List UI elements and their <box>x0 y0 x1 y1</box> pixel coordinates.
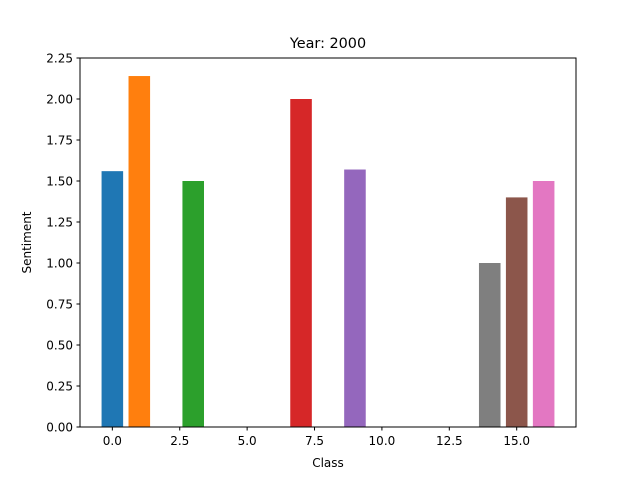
y-axis-label: Sentiment <box>20 211 34 273</box>
bar-7 <box>532 181 555 427</box>
bar-4 <box>344 169 366 427</box>
x-axis-ticks: 0.0 2.5 5.0 7.5 10.0 12.5 15.0 <box>103 427 530 448</box>
y-tick-label: 2.00 <box>46 92 73 106</box>
x-tick-label: 2.5 <box>170 434 189 448</box>
x-tick-label: 0.0 <box>103 434 122 448</box>
y-tick-label: 0.00 <box>46 420 73 434</box>
x-axis-label: Class <box>312 456 344 470</box>
x-tick-label: 10.0 <box>369 434 396 448</box>
y-tick-label: 0.50 <box>46 338 73 352</box>
bar-6 <box>505 197 528 427</box>
y-tick-label: 0.75 <box>46 297 73 311</box>
y-axis-ticks: 0.00 0.25 0.50 0.75 1.00 1.25 1.50 1.75 2.00 2.25 <box>46 51 80 434</box>
y-tick-label: 1.75 <box>46 133 73 147</box>
plot-frame <box>79 57 577 428</box>
bar-5 <box>478 263 501 427</box>
chart-title: Year: 2000 <box>289 36 366 52</box>
y-tick-label: 1.50 <box>46 174 73 188</box>
x-tick-label: 15.0 <box>503 434 530 448</box>
y-tick-label: 1.25 <box>46 215 73 229</box>
x-tick-label: 12.5 <box>436 434 463 448</box>
y-tick-label: 2.25 <box>46 51 73 65</box>
bar-0 <box>101 171 124 427</box>
y-tick-label: 1.00 <box>46 256 73 270</box>
bar-3 <box>290 99 312 427</box>
x-tick-label: 7.5 <box>305 434 324 448</box>
bars-group <box>101 76 555 427</box>
y-tick-label: 0.25 <box>46 379 73 393</box>
x-tick-label: 5.0 <box>238 434 257 448</box>
bar-1 <box>128 76 151 427</box>
bar-2 <box>182 181 204 427</box>
